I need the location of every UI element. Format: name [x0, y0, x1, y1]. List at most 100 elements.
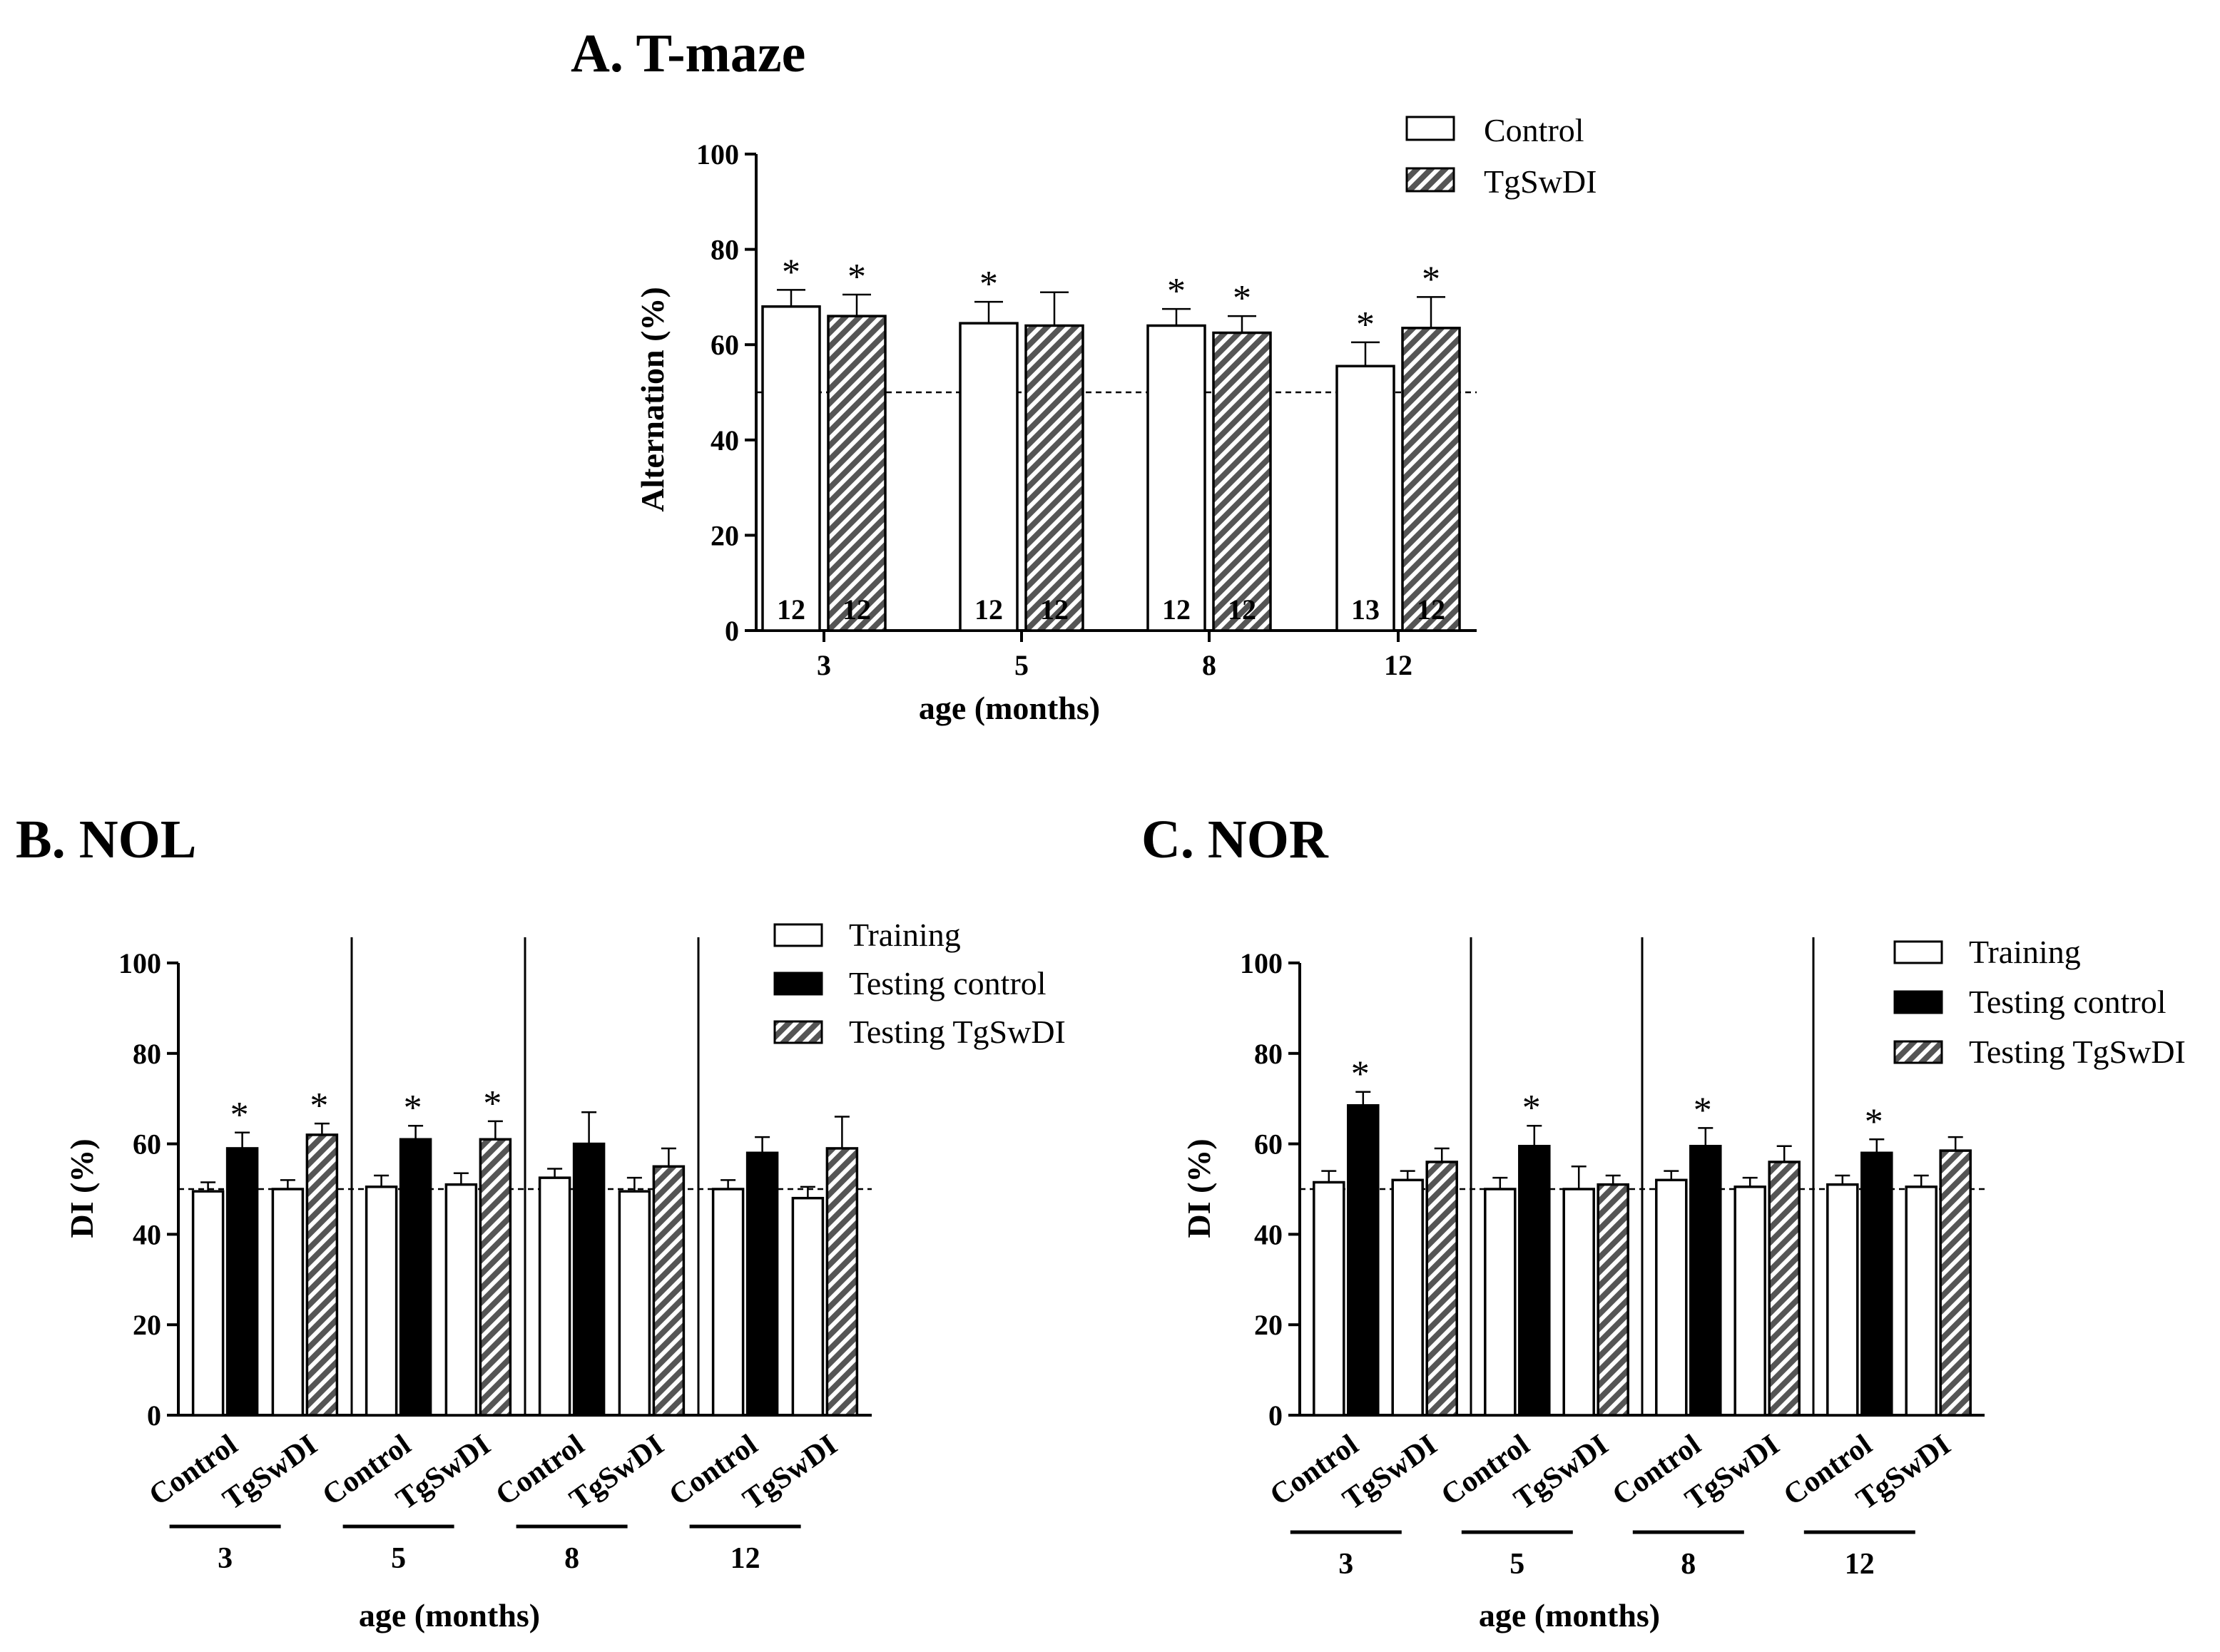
y-tick-label: 0 — [147, 1399, 161, 1432]
y-tick-label: 60 — [1254, 1128, 1283, 1161]
bar-testing-tgswdi — [825, 1147, 859, 1417]
bar-training — [538, 1176, 571, 1417]
legend-swatch-training — [773, 923, 823, 947]
legend-swatch-testing-control — [1893, 990, 1943, 1014]
bar-testing-control — [399, 1138, 432, 1417]
legend-swatch-training — [1893, 940, 1943, 964]
legend-swatch-testing-control — [773, 972, 823, 996]
bar-testing-control — [745, 1151, 779, 1417]
panel-c-xlabel: age (months) — [1479, 1597, 1660, 1633]
y-tick-label: 60 — [133, 1128, 161, 1161]
bar-training — [1313, 1181, 1345, 1417]
y-tick-label: 40 — [133, 1218, 161, 1250]
bar-tgswdi — [827, 315, 887, 632]
age-group-label: 12 — [730, 1542, 760, 1575]
bar-testing-tgswdi — [1768, 1161, 1801, 1417]
y-tick-label: 100 — [118, 947, 161, 979]
bar-tgswdi — [1401, 327, 1461, 632]
legend-swatch-testing-tgswdi — [773, 1020, 823, 1044]
age-group-label: 3 — [1338, 1548, 1353, 1581]
y-tick-label: 80 — [1254, 1038, 1283, 1070]
bar-testing-tgswdi — [1939, 1149, 1972, 1417]
y-tick-label: 0 — [725, 615, 739, 647]
panel-c-ylabel: DI (%) — [1181, 1138, 1217, 1238]
n-label: 12 — [1040, 593, 1069, 626]
y-tick-label: 100 — [1240, 947, 1283, 979]
panel-a-ylabel: Alternation (%) — [634, 287, 671, 512]
significance-star: * — [483, 1084, 501, 1124]
legend-label-testing-control: Testing control — [1969, 984, 2166, 1020]
bar-testing-control — [225, 1147, 259, 1417]
x-tick-label: 8 — [1202, 649, 1216, 681]
panel-a-legend: Control TgSwDI — [1405, 112, 1597, 200]
bar-training — [711, 1188, 745, 1417]
y-tick-label: 80 — [711, 234, 739, 266]
y-tick-label: 0 — [1268, 1399, 1283, 1432]
bar-control — [1335, 364, 1395, 632]
bar-testing-control — [572, 1142, 606, 1417]
panel-c-legend: Training Testing control Testing TgSwDI — [1893, 934, 2186, 1070]
significance-star: * — [847, 257, 866, 297]
bar-training — [1733, 1186, 1766, 1417]
significance-star: * — [1351, 1054, 1370, 1095]
bar-control — [761, 305, 821, 632]
age-group-label: 12 — [1845, 1548, 1875, 1581]
bar-training — [191, 1190, 225, 1417]
legend-label-training: Training — [849, 917, 961, 953]
y-tick-label: 20 — [711, 519, 739, 551]
n-label: 12 — [1228, 593, 1256, 626]
x-tick-label: 5 — [1014, 649, 1029, 681]
bar-control — [959, 322, 1019, 632]
n-label: 13 — [1351, 593, 1380, 626]
panel-c-title: C. NOR — [1141, 810, 1329, 870]
bar-training — [791, 1196, 825, 1417]
y-tick-label: 100 — [696, 138, 739, 170]
legend-label-tgswdi: TgSwDI — [1484, 163, 1597, 200]
bar-testing-tgswdi — [1425, 1161, 1458, 1417]
panel-b-xlabel: age (months) — [359, 1597, 540, 1633]
n-label: 12 — [777, 593, 805, 626]
bar-testing-control — [1347, 1103, 1380, 1417]
y-tick-label: 40 — [1254, 1218, 1283, 1250]
significance-star: * — [1522, 1088, 1541, 1128]
significance-star: * — [1233, 278, 1251, 319]
bar-training — [444, 1183, 478, 1417]
y-tick-label: 20 — [1254, 1309, 1283, 1341]
bar-testing-control — [1689, 1145, 1722, 1417]
bar-training — [1905, 1186, 1938, 1417]
x-tick-label: 3 — [817, 649, 831, 681]
age-group-label: 8 — [564, 1542, 579, 1575]
bar-tgswdi — [1212, 331, 1272, 632]
n-label: 12 — [1417, 593, 1445, 626]
legend-swatch-control — [1405, 116, 1455, 141]
bar-testing-tgswdi — [305, 1133, 339, 1417]
significance-star: * — [1167, 271, 1186, 312]
age-group-label: 5 — [1509, 1548, 1524, 1581]
bar-training — [271, 1188, 305, 1417]
significance-star: * — [310, 1086, 328, 1126]
significance-star: * — [230, 1095, 249, 1136]
legend-label-testing-tgswdi: Testing TgSwDI — [849, 1014, 1066, 1050]
significance-star: * — [1422, 259, 1440, 300]
y-tick-label: 20 — [133, 1309, 161, 1341]
significance-star: * — [1356, 305, 1375, 345]
bar-training — [1655, 1178, 1688, 1417]
bar-testing-control — [1860, 1151, 1893, 1417]
bar-training — [1826, 1183, 1859, 1417]
significance-star: * — [782, 252, 800, 292]
n-label: 12 — [842, 593, 871, 626]
legend-swatch-tgswdi — [1405, 167, 1455, 193]
bar-tgswdi — [1024, 324, 1084, 632]
panel-a-title: A. T-maze — [571, 24, 805, 83]
bar-training — [1484, 1188, 1517, 1417]
bar-control — [1146, 324, 1206, 632]
panel-b-title: B. NOL — [16, 810, 196, 870]
bar-training — [618, 1190, 651, 1417]
panel-b-ylabel: DI (%) — [63, 1138, 100, 1238]
y-tick-label: 80 — [133, 1038, 161, 1070]
legend-swatch-testing-tgswdi — [1893, 1040, 1943, 1064]
y-tick-label: 60 — [711, 329, 739, 361]
significance-star: * — [404, 1088, 422, 1128]
